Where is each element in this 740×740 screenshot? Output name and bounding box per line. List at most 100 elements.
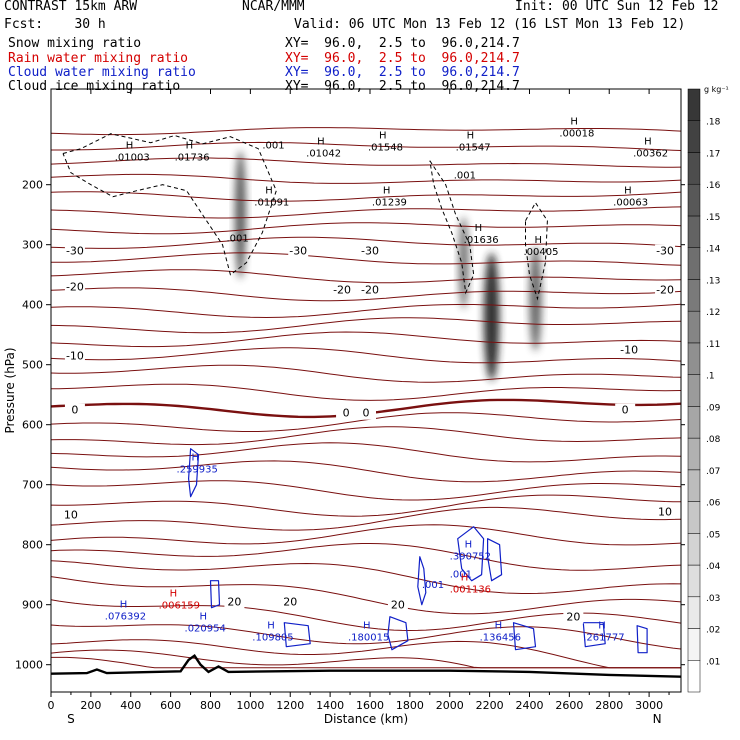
cloud-ice-label-1: .001 [454, 171, 476, 182]
isotherm [51, 543, 681, 571]
cloud-water-contour [417, 556, 427, 606]
cloud-water-max-label-2: .076392 [105, 612, 146, 623]
isotherm [51, 347, 681, 364]
snow-max-label-10: .00405 [523, 247, 558, 258]
x-tick-label-9: 1800 [396, 699, 424, 712]
isotherm [51, 269, 681, 284]
y-tick-label-4: 600 [22, 419, 43, 432]
cloud-water-contour [387, 616, 409, 651]
cloud-water-max-h: H [192, 453, 200, 464]
cloud-water-contour [188, 448, 200, 498]
temp-label-17: 20 [283, 596, 297, 609]
field-name-cloudwater: Cloud water mixing ratio [8, 65, 196, 80]
isotherm [51, 460, 681, 483]
x-end-label-right: N [653, 712, 662, 726]
temp-label-bg [64, 403, 85, 417]
cloud-water-max-h: H [495, 621, 503, 632]
snow-max-label-2: .01042 [306, 149, 341, 160]
cloud-water-max-label-5: .180015 [348, 633, 389, 644]
snow-max-h: H [467, 131, 475, 142]
snow-contour [429, 160, 475, 295]
colorbar-unit: g kg⁻¹ [704, 85, 729, 94]
temp-label-8: -10 [66, 350, 84, 363]
x-tick-label-6: 1200 [276, 699, 304, 712]
colorbar-band [687, 469, 701, 502]
temp-label-bg [619, 343, 640, 357]
temp-label-0: -30 [66, 245, 84, 258]
colorbar-band [687, 88, 701, 121]
cloud-water-contour [512, 622, 537, 651]
temp-label-12: 0 [363, 407, 370, 420]
snow-max-label-1: .01736 [175, 153, 210, 164]
snow-max-h: H [570, 117, 578, 128]
field-xy-cloudwater: XY= 96.0, 2.5 to 96.0,214.7 [285, 65, 520, 80]
snow-max-h: H [265, 186, 273, 197]
snow-max-label-0: .01003 [115, 153, 150, 164]
y-tick-label-8: 1000 [15, 659, 43, 672]
x-tick-label-15: 3000 [635, 699, 663, 712]
temp-label-bg [64, 244, 85, 258]
colorbar-label-2: .03 [706, 594, 720, 604]
isotherm [51, 157, 681, 168]
temp-label-16: 20 [227, 596, 241, 609]
snow-max-h: H [317, 137, 325, 148]
cloud-water-max-label-4: .109805 [252, 633, 293, 644]
snow-max-label-11: .00063 [613, 198, 648, 209]
cloud-water-max-h: H [120, 600, 128, 611]
snow-max-label-7: .01091 [254, 198, 289, 209]
colorbar-label-8: .09 [706, 403, 721, 413]
y-axis-label: Pressure (hPa) [3, 347, 17, 433]
graupel-shade-1 [458, 216, 469, 309]
cloud-water-max-label-3: .020954 [185, 624, 226, 635]
y-tick-label-2: 400 [22, 299, 43, 312]
cloud-water-max-label-1: .390752 [450, 552, 491, 563]
isotherm [51, 364, 681, 383]
colorbar-band [687, 628, 701, 661]
temp-label-bg [288, 244, 309, 258]
x-tick-label-8: 1600 [356, 699, 384, 712]
isotherm [51, 252, 681, 266]
temp-label-bg [387, 598, 408, 612]
cloud-water-max-label-7: .261777 [583, 633, 624, 644]
cloud-water-max-h: H [267, 621, 275, 632]
colorbar-label-12: .13 [706, 276, 720, 286]
cloud-water-contour [209, 580, 221, 609]
temp-label-bg [64, 349, 85, 363]
temp-label-bg [359, 244, 380, 258]
cloud-water-contour [636, 625, 648, 654]
isotherm [51, 506, 681, 531]
colorbar-band [687, 120, 701, 153]
colorbar-label-6: .07 [706, 467, 720, 477]
colorbar-band [687, 406, 701, 439]
temp-label-bg [224, 595, 245, 609]
x-tick-label-14: 2800 [595, 699, 623, 712]
colorbar-label-10: .11 [706, 340, 720, 350]
x-tick-label-4: 800 [200, 699, 221, 712]
x-tick-label-13: 2600 [555, 699, 583, 712]
snow-max-h: H [475, 223, 483, 234]
temp-label-6: -20 [361, 284, 379, 297]
x-tick-label-2: 400 [120, 699, 141, 712]
colorbar-label-4: .05 [706, 530, 720, 540]
isotherm [51, 127, 681, 136]
temp-label-bg [332, 283, 353, 297]
graupel-shade-2 [483, 252, 500, 381]
isotherm [51, 656, 681, 669]
snow-max-label-6: .00362 [633, 149, 668, 160]
snow-max-label-4: .01547 [456, 143, 491, 154]
colorbar-band [687, 310, 701, 344]
temp-label-19: 20 [566, 611, 580, 624]
snow-max-h: H [644, 137, 652, 148]
cloud-ice-label-2: .001 [262, 141, 284, 152]
colorbar-band [687, 215, 701, 248]
snow-max-label-8: .01239 [372, 198, 407, 209]
rain-max-h: H [170, 588, 178, 599]
temp-label-18: 20 [391, 599, 405, 612]
x-tick-label-12: 2400 [515, 699, 543, 712]
isotherm [51, 303, 681, 319]
terrain-line [51, 654, 681, 678]
cloud-water-contour [283, 622, 311, 648]
graupel-shade-0 [234, 150, 246, 279]
temp-label-bg [280, 595, 301, 609]
